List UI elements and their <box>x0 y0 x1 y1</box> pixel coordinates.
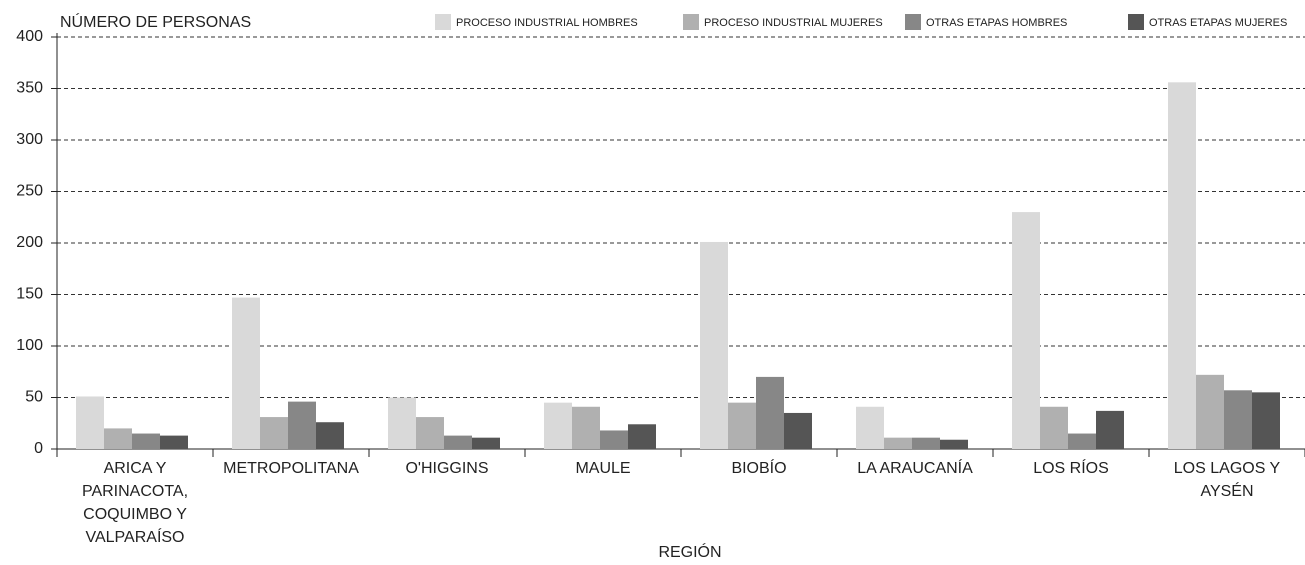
bar <box>600 430 628 449</box>
bar <box>856 406 884 449</box>
x-tick-label: METROPOLITANA <box>223 460 359 477</box>
bar <box>472 437 500 449</box>
x-tick-label: BIOBÍO <box>731 460 787 477</box>
y-tick-label: 250 <box>16 183 43 200</box>
bar <box>1096 410 1124 449</box>
x-axis-title: REGIÓN <box>658 542 721 561</box>
legend-label: PROCESO INDUSTRIAL HOMBRES <box>456 17 638 29</box>
y-axis-title: NÚMERO DE PERSONAS <box>60 12 251 31</box>
bar <box>544 402 572 449</box>
bar <box>388 397 416 449</box>
x-tick-label: O'HIGGINS <box>405 460 489 477</box>
bar <box>628 424 656 449</box>
bar <box>756 376 784 449</box>
bar <box>416 417 444 449</box>
bar <box>884 437 912 449</box>
bar <box>316 422 344 449</box>
bar <box>1196 374 1224 449</box>
bar <box>260 417 288 449</box>
y-tick-label: 400 <box>16 28 43 45</box>
bar <box>700 241 728 449</box>
legend-label: OTRAS ETAPAS HOMBRES <box>926 17 1067 29</box>
legend-swatch <box>905 14 921 30</box>
y-tick-label: 100 <box>16 337 43 354</box>
bar <box>160 435 188 449</box>
bar <box>940 439 968 449</box>
bar <box>912 437 940 449</box>
bar <box>76 396 104 449</box>
bar <box>444 435 472 449</box>
y-tick-label: 150 <box>16 286 43 303</box>
bar <box>232 297 260 449</box>
y-tick-label: 300 <box>16 131 43 148</box>
bar <box>1252 392 1280 449</box>
y-tick-label: 350 <box>16 80 43 97</box>
legend-label: OTRAS ETAPAS MUJERES <box>1149 17 1287 29</box>
legend-swatch <box>683 14 699 30</box>
x-tick-label: LOS RÍOS <box>1033 460 1109 477</box>
bar <box>288 401 316 449</box>
x-tick-label: ARICA Y PARINACOTA, COQUIMBO Y VALPARAÍS… <box>81 460 189 546</box>
bar <box>1168 82 1196 449</box>
bar <box>572 406 600 449</box>
bar <box>1012 212 1040 449</box>
legend-label: PROCESO INDUSTRIAL MUJERES <box>704 17 883 29</box>
bar <box>132 433 160 449</box>
bar <box>1068 433 1096 449</box>
x-tick-label: LOS LAGOS Y AYSÉN <box>1173 460 1281 500</box>
y-tick-label: 0 <box>34 440 43 457</box>
legend-swatch <box>435 14 451 30</box>
bar <box>1224 390 1252 449</box>
y-tick-label: 200 <box>16 234 43 251</box>
x-tick-label: LA ARAUCANÍA <box>857 460 973 477</box>
bar <box>728 402 756 449</box>
bar <box>784 412 812 449</box>
bar <box>1040 406 1068 449</box>
legend-swatch <box>1128 14 1144 30</box>
x-tick-label: MAULE <box>575 460 631 477</box>
bar <box>104 428 132 449</box>
y-tick-label: 50 <box>25 389 43 406</box>
